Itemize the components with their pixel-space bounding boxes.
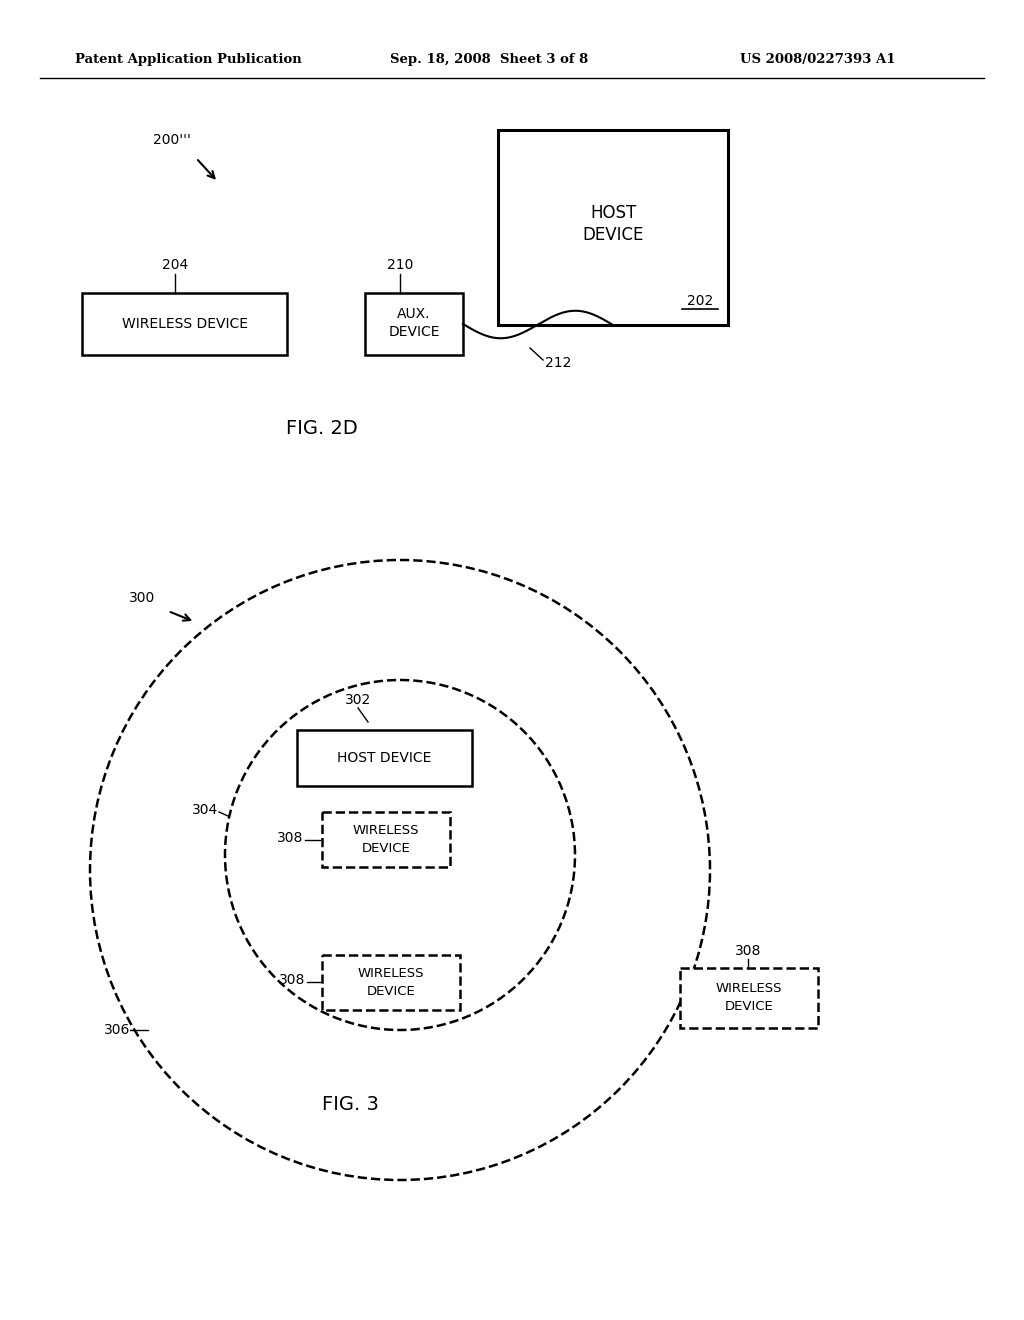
Bar — [82, 293, 287, 355]
Text: 210: 210 — [387, 257, 414, 272]
Text: 306: 306 — [103, 1023, 130, 1038]
Text: HOST DEVICE: HOST DEVICE — [337, 751, 432, 766]
Text: AUX.: AUX. — [397, 308, 431, 321]
Bar — [322, 954, 460, 1010]
Bar — [297, 730, 472, 785]
Text: WIRELESS: WIRELESS — [352, 824, 419, 837]
Text: US 2008/0227393 A1: US 2008/0227393 A1 — [740, 54, 896, 66]
Text: 204: 204 — [162, 257, 188, 272]
Text: DEVICE: DEVICE — [361, 842, 411, 855]
Bar — [680, 968, 818, 1028]
Text: 200''': 200''' — [153, 133, 190, 147]
Text: 308: 308 — [276, 832, 303, 845]
Text: 300: 300 — [129, 591, 155, 605]
Text: 212: 212 — [545, 356, 571, 370]
Text: FIG. 2D: FIG. 2D — [286, 418, 357, 437]
Text: WIRELESS DEVICE: WIRELESS DEVICE — [122, 317, 248, 331]
Text: DEVICE: DEVICE — [583, 227, 644, 244]
Text: 308: 308 — [279, 973, 305, 987]
Text: 302: 302 — [345, 693, 371, 708]
Text: FIG. 3: FIG. 3 — [322, 1096, 379, 1114]
Text: 304: 304 — [191, 803, 218, 817]
Text: WIRELESS: WIRELESS — [716, 982, 782, 995]
Text: DEVICE: DEVICE — [388, 325, 439, 339]
Text: DEVICE: DEVICE — [367, 985, 416, 998]
Text: WIRELESS: WIRELESS — [357, 968, 424, 979]
Bar — [498, 129, 728, 325]
Text: Sep. 18, 2008  Sheet 3 of 8: Sep. 18, 2008 Sheet 3 of 8 — [390, 54, 588, 66]
Text: DEVICE: DEVICE — [725, 1001, 773, 1014]
Text: HOST: HOST — [590, 205, 636, 223]
Text: 308: 308 — [735, 944, 761, 958]
Bar — [365, 293, 463, 355]
Bar — [322, 812, 450, 867]
Text: Patent Application Publication: Patent Application Publication — [75, 54, 302, 66]
Text: 202: 202 — [687, 294, 713, 308]
